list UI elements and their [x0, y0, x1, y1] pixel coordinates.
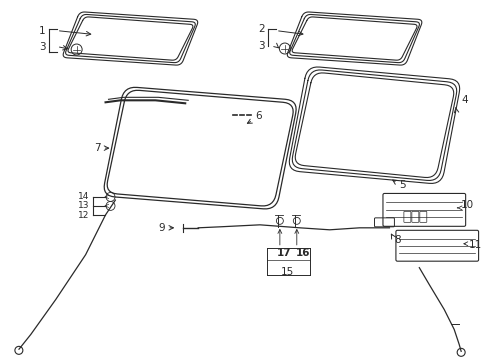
Text: 6: 6 — [254, 111, 261, 121]
Text: 15: 15 — [281, 267, 294, 276]
Text: 1: 1 — [39, 26, 46, 36]
Text: 17: 17 — [276, 248, 291, 258]
Text: 13: 13 — [78, 201, 89, 210]
Text: 16: 16 — [295, 248, 310, 258]
Text: 4: 4 — [460, 95, 467, 105]
Text: 5: 5 — [399, 180, 405, 190]
Text: 14: 14 — [78, 193, 89, 202]
Text: 7: 7 — [94, 143, 101, 153]
Text: 11: 11 — [468, 240, 481, 250]
Text: 10: 10 — [460, 200, 473, 210]
Text: 3: 3 — [39, 41, 46, 51]
Text: 2: 2 — [258, 24, 264, 33]
Text: 8: 8 — [394, 235, 400, 245]
Text: 9: 9 — [159, 223, 165, 233]
Text: 3: 3 — [258, 41, 264, 50]
Text: 12: 12 — [78, 211, 89, 220]
